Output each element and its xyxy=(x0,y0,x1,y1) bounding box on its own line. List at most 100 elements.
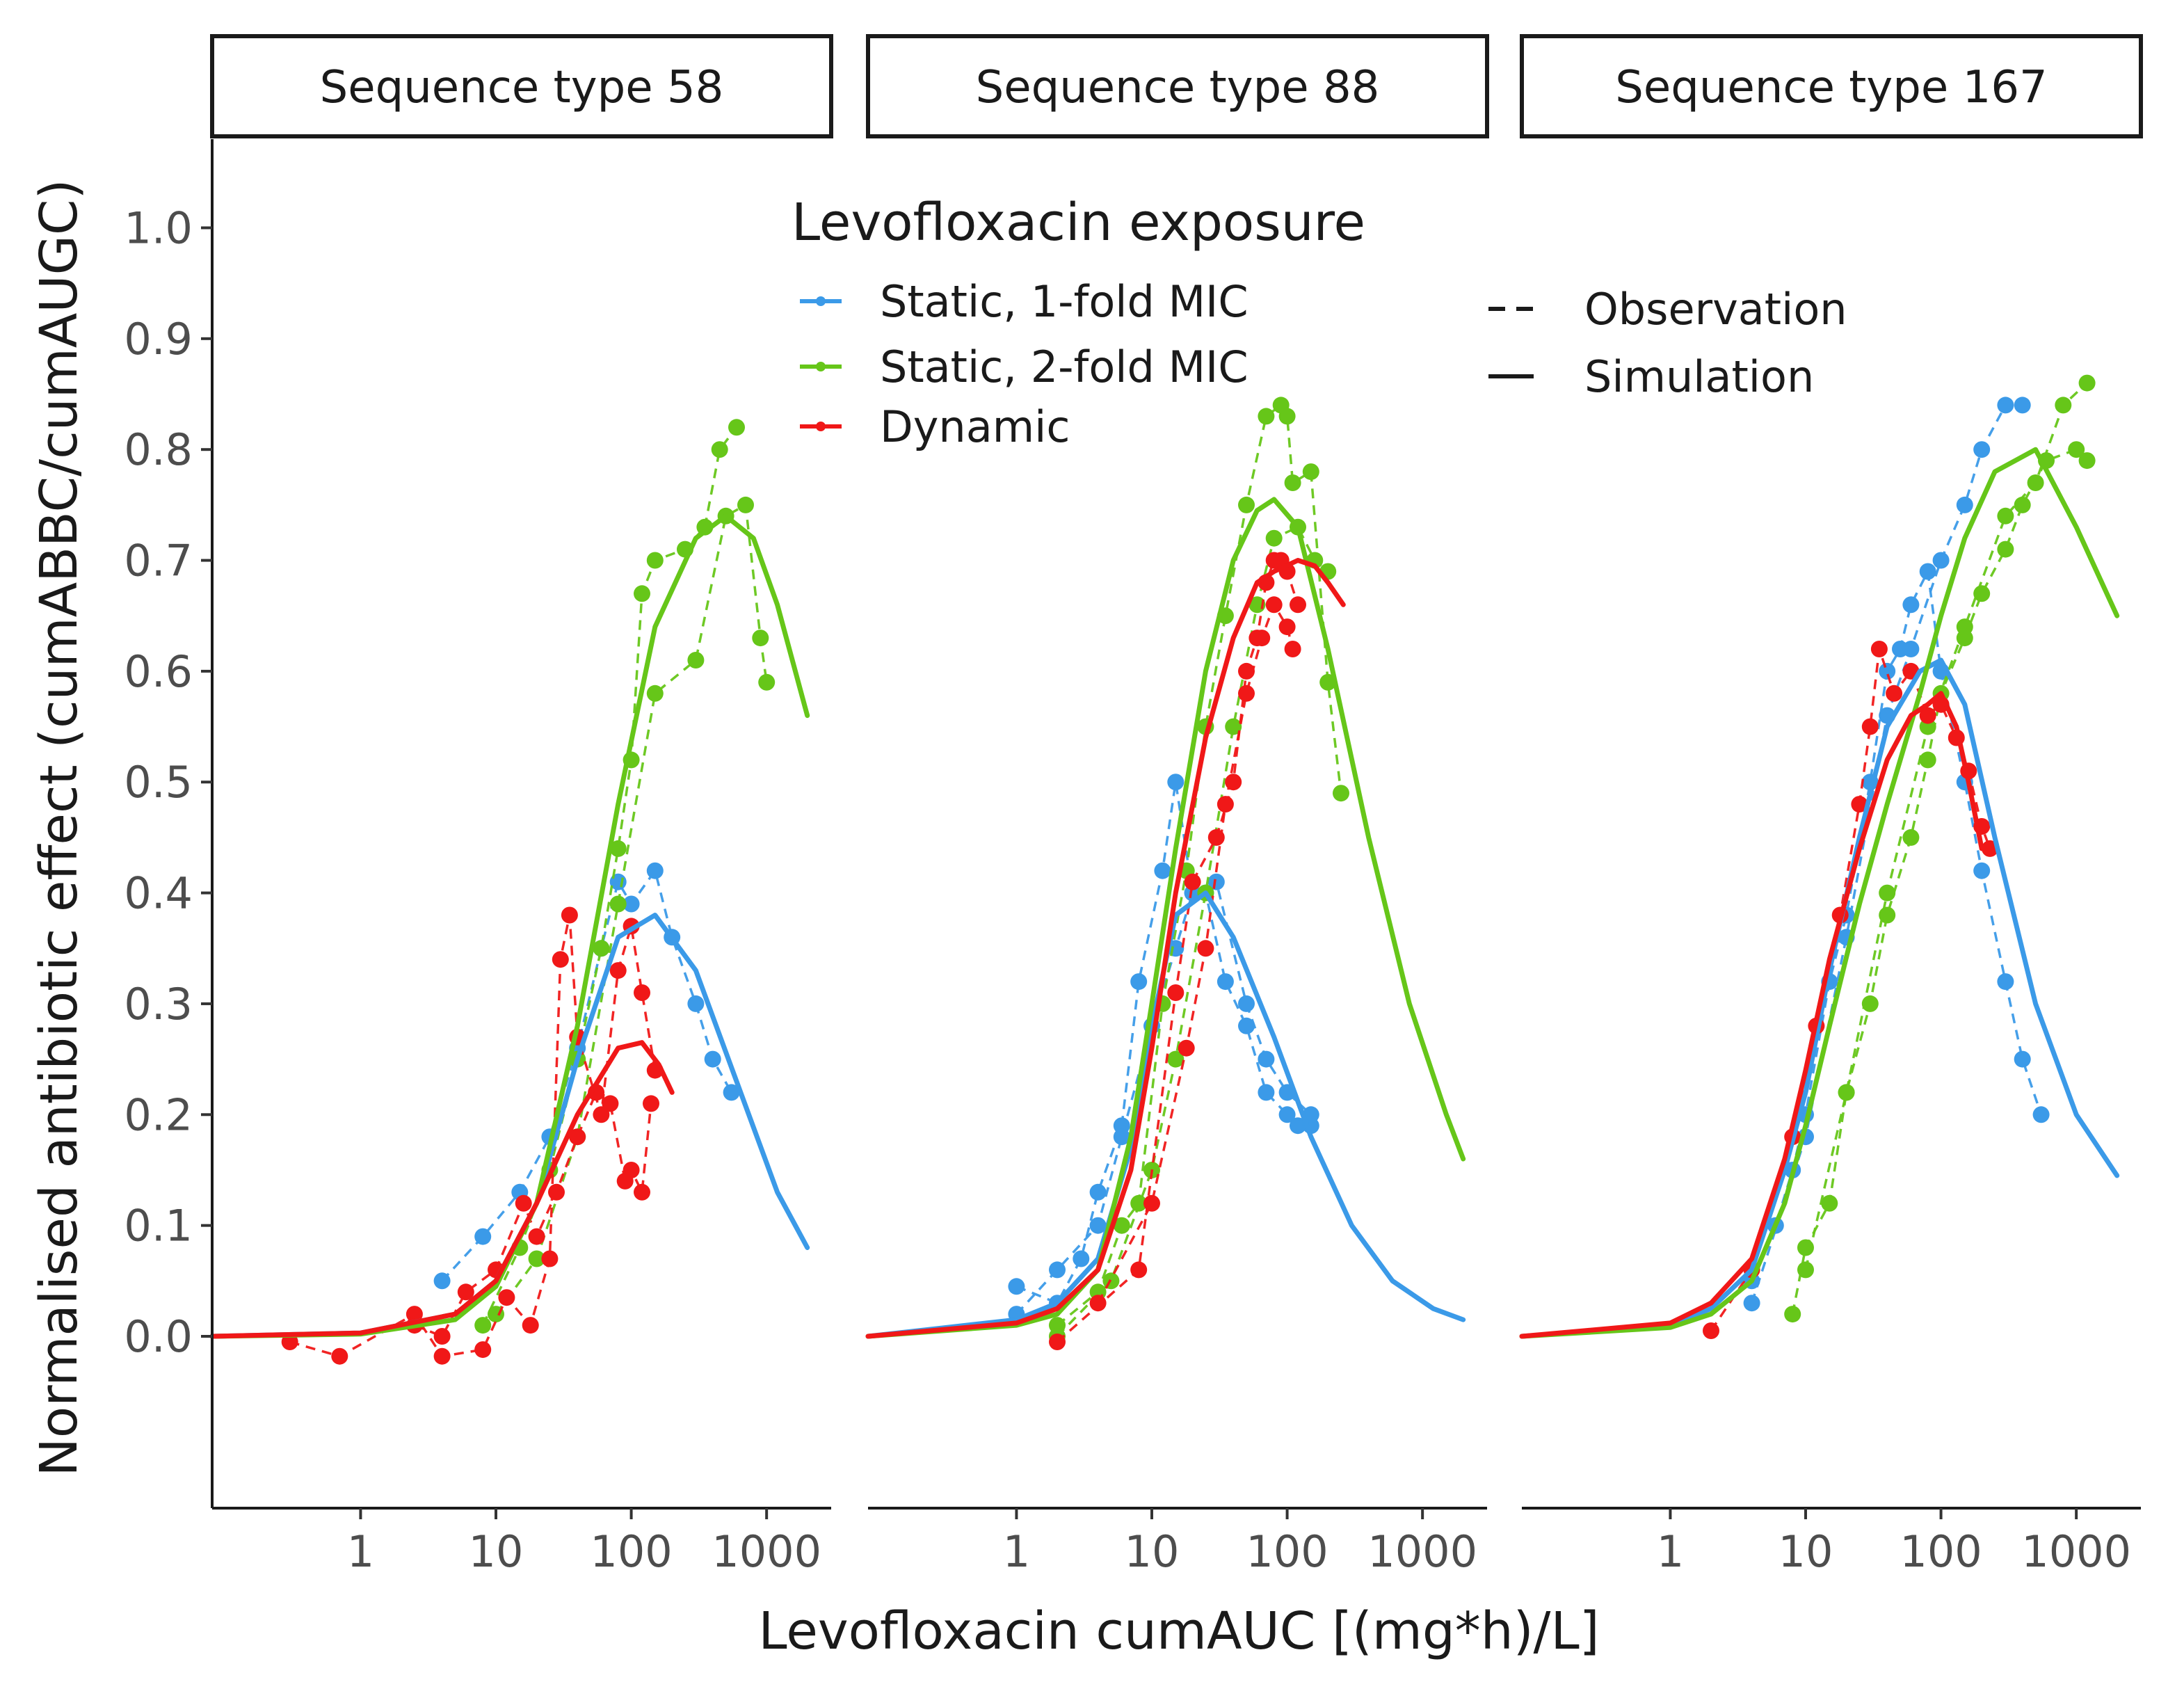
simulation-line xyxy=(209,913,810,1339)
observation-line xyxy=(1015,781,1311,1305)
observation-point xyxy=(1902,596,1920,614)
observation-point xyxy=(528,1228,545,1245)
observation-point xyxy=(1225,718,1242,735)
observation-point xyxy=(728,419,745,436)
observation-point xyxy=(1284,474,1301,491)
observation-point xyxy=(2032,1106,2050,1123)
observation-point xyxy=(602,1095,619,1112)
observation-point xyxy=(1113,1217,1130,1234)
observation-point xyxy=(433,1328,451,1345)
series-static-1-fold-mic-simulation xyxy=(209,913,810,1339)
observation-point xyxy=(1178,1039,1195,1057)
observation-point xyxy=(1333,785,1349,802)
legend-label-observation: Observation xyxy=(1584,284,1847,335)
observation-point xyxy=(1238,1017,1255,1034)
observation-point xyxy=(1879,884,1896,902)
observation-point xyxy=(1919,563,1936,580)
observation-point xyxy=(1008,1278,1025,1295)
observation-point xyxy=(1851,796,1868,813)
observation-point xyxy=(2014,496,2031,513)
observation-point xyxy=(1973,862,1991,879)
x-tick-label: 1 xyxy=(1003,1526,1030,1577)
observation-point xyxy=(737,496,754,513)
observation-point xyxy=(1821,1194,1838,1212)
observation-point xyxy=(609,962,627,979)
observation-point xyxy=(723,1084,740,1101)
observation-line xyxy=(1015,880,1312,1315)
observation-point xyxy=(457,1283,474,1301)
observation-point xyxy=(646,862,664,879)
observation-point xyxy=(1089,1295,1107,1312)
observation-point xyxy=(522,1317,539,1334)
observation-point xyxy=(1290,596,1306,614)
x-axis-title: Levofloxacin cumAUC [(mg*h)/L] xyxy=(758,1601,1599,1661)
observation-point xyxy=(1049,1261,1066,1279)
y-axis-title: Normalised antibiotic effect (cumABBC/cu… xyxy=(29,179,89,1477)
observation-point xyxy=(1902,829,1920,846)
legend-entry-dynamic: Dynamic xyxy=(800,401,1070,452)
y-tick-label: 0.6 xyxy=(124,646,193,697)
observation-point xyxy=(1258,1084,1275,1101)
y-tick-label: 0.0 xyxy=(124,1311,193,1362)
observation-point xyxy=(1265,596,1283,614)
x-tick-label: 10 xyxy=(469,1526,524,1577)
observation-point xyxy=(515,1194,532,1212)
observation-point xyxy=(1997,397,2014,414)
observation-point xyxy=(609,840,627,857)
panel-sequence-type-58: Sequence type 58 1 10 100 1000 xyxy=(209,34,833,1577)
observation-point xyxy=(1861,995,1879,1012)
observation-point xyxy=(433,1272,451,1290)
observation-point xyxy=(1184,873,1201,890)
observation-point xyxy=(623,895,640,913)
observation-point xyxy=(1879,662,1896,680)
simulation-line xyxy=(1519,447,2120,1339)
observation-point xyxy=(528,1250,545,1267)
y-tick-label: 0.9 xyxy=(124,314,193,365)
panel-sequence-type-167: Sequence type 167 1 10 100 1000 xyxy=(1519,34,2143,1577)
observation-point xyxy=(1278,618,1296,636)
y-tick-label: 0.8 xyxy=(124,424,193,475)
series-static-2-fold-mic-simulation xyxy=(865,497,1466,1339)
x-tick-label: 100 xyxy=(590,1526,672,1577)
observation-point xyxy=(1167,774,1185,791)
observation-point xyxy=(687,652,705,669)
observation-point xyxy=(1278,1106,1296,1123)
observation-point xyxy=(1838,1084,1855,1101)
simulation-line xyxy=(865,497,1466,1339)
observation-point xyxy=(646,685,664,702)
observation-point xyxy=(1238,685,1255,702)
panel-title: Sequence type 88 xyxy=(976,62,1380,113)
observation-point xyxy=(1973,441,1991,458)
legend-key-dot-static-2fold xyxy=(816,362,826,371)
series-static-1-fold-mic-simulation xyxy=(1519,657,2120,1339)
observation-point xyxy=(634,585,650,602)
observation-point xyxy=(1784,1306,1801,1323)
y-tick-label: 0.2 xyxy=(124,1089,193,1140)
panel-sequence-type-88: Sequence type 88 1 10 100 1000 xyxy=(865,34,1489,1577)
observation-point xyxy=(1302,463,1319,481)
observation-point xyxy=(1238,496,1255,513)
observation-point xyxy=(1265,529,1283,547)
observation-point xyxy=(704,1050,721,1068)
series-static-2-fold-mic-simulation xyxy=(1519,447,2120,1339)
series-static-2-fold-mic-observation xyxy=(1784,441,2096,1323)
x-tick-label: 1000 xyxy=(712,1526,821,1577)
simulation-line xyxy=(865,558,1346,1339)
legend-key-dot-static-1fold xyxy=(816,296,826,306)
observation-point xyxy=(643,1095,659,1112)
observation-point xyxy=(1253,630,1271,647)
observation-point xyxy=(1167,1050,1185,1068)
series-static-1-fold-mic-simulation xyxy=(865,890,1466,1339)
observation-point xyxy=(1997,507,2014,525)
observation-point xyxy=(1919,751,1936,769)
observation-point xyxy=(752,630,769,647)
y-tick-label: 1.0 xyxy=(124,202,193,253)
legend: Levofloxacin exposure Static, 1-fold MIC… xyxy=(792,193,1847,452)
panel-strip xyxy=(866,34,1489,138)
observation-line xyxy=(1056,525,1329,1338)
observation-point xyxy=(1258,408,1275,425)
observation-point xyxy=(1130,1261,1148,1279)
observation-point xyxy=(1703,1322,1719,1339)
